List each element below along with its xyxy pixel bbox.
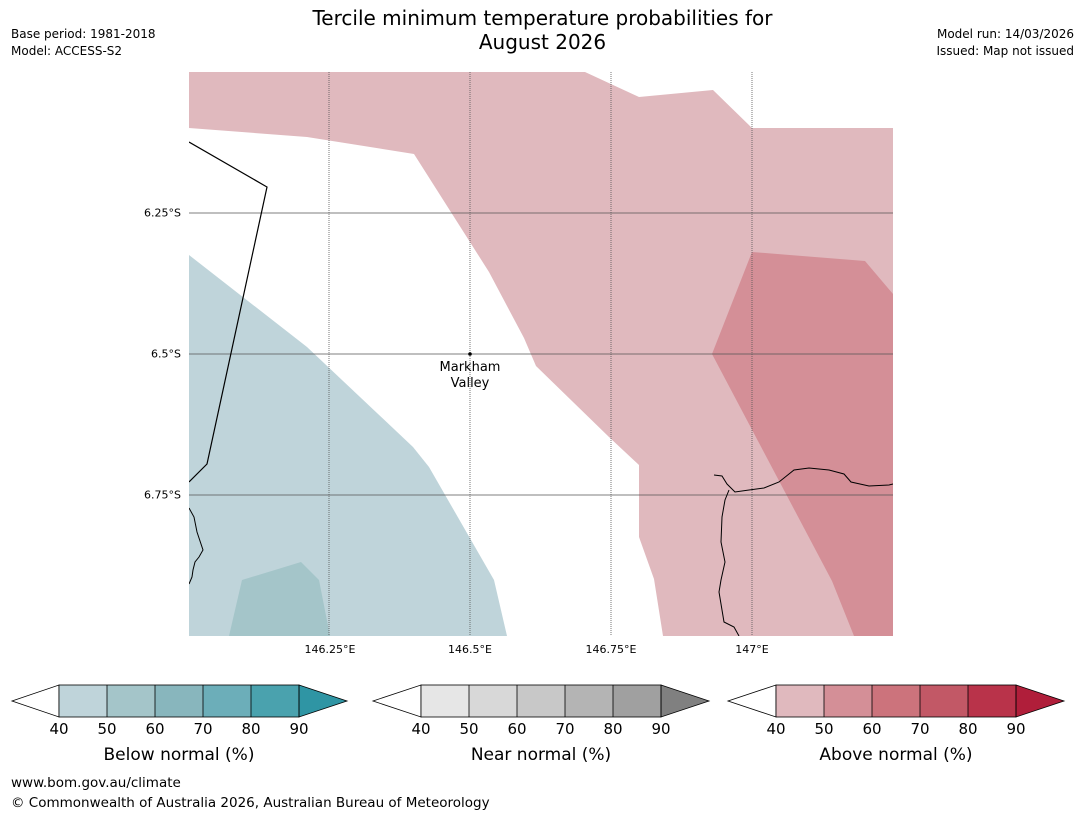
footer-url[interactable]: www.bom.gov.au/climate bbox=[11, 775, 181, 791]
model-run: Model run: 14/03/2026 bbox=[936, 27, 1074, 41]
lat-label-6-5: 6.5°S bbox=[151, 347, 181, 361]
place-label-line2: Valley bbox=[450, 376, 490, 391]
colorbar-near-max-arrow bbox=[660, 684, 711, 718]
lat-label-6-75: 6.75°S bbox=[144, 488, 181, 502]
below-normal-50-region bbox=[229, 562, 330, 636]
above-normal-50-region bbox=[712, 252, 893, 636]
colorbar-near-seg-80 bbox=[613, 685, 661, 717]
colorbar-below-outline bbox=[58, 684, 300, 718]
lon-label-146-75: 146.75°E bbox=[585, 643, 637, 656]
cb-above-title: Above normal (%) bbox=[819, 745, 973, 765]
cb-above-tick-50: 50 bbox=[814, 720, 834, 738]
cb-near-tick-90: 90 bbox=[651, 720, 671, 738]
colorbar-near-seg-40 bbox=[421, 685, 469, 717]
cb-near-tick-70: 70 bbox=[555, 720, 575, 738]
coastline-huon-gulf bbox=[713, 467, 893, 493]
colorbar-near-normal bbox=[371, 684, 711, 718]
cb-near-title: Near normal (%) bbox=[470, 745, 612, 765]
colorbar-near-outline bbox=[420, 684, 662, 718]
cb-below-tick-50: 50 bbox=[97, 720, 117, 738]
model-name: Model: ACCESS-S2 bbox=[11, 44, 123, 58]
footer-copyright: © Commonwealth of Australia 2026, Austra… bbox=[11, 795, 490, 811]
cb-below-title: Below normal (%) bbox=[103, 745, 255, 765]
colorbar-above-max-arrow bbox=[1015, 684, 1066, 718]
colorbar-dividers bbox=[106, 685, 969, 717]
cb-above-tick-80: 80 bbox=[958, 720, 978, 738]
colorbar-strip bbox=[10, 684, 1066, 718]
colorbar-above-outline bbox=[775, 684, 1017, 718]
colorbar-below-seg-70 bbox=[203, 685, 251, 717]
coastline-gulf-west bbox=[718, 489, 740, 636]
colorbar-below-seg-80 bbox=[251, 685, 299, 717]
cb-near-tick-60: 60 bbox=[507, 720, 527, 738]
cb-below-tick-80: 80 bbox=[241, 720, 261, 738]
cb-near-tick-80: 80 bbox=[603, 720, 623, 738]
base-period: Base period: 1981-2018 bbox=[11, 27, 156, 41]
colorbar-above-seg-80 bbox=[968, 685, 1016, 717]
map-title: Tercile minimum temperature probabilitie… bbox=[0, 6, 1085, 54]
colorbar-below-min-arrow bbox=[10, 684, 60, 718]
cb-above-tick-40: 40 bbox=[766, 720, 786, 738]
colorbar-below-seg-50 bbox=[107, 685, 155, 717]
colorbar-near-seg-60 bbox=[517, 685, 565, 717]
cb-below-tick-90: 90 bbox=[289, 720, 309, 738]
lat-label-6-25: 6.25°S bbox=[144, 206, 181, 220]
cb-near-tick-40: 40 bbox=[411, 720, 431, 738]
place-label-markham-valley: Markham Valley bbox=[440, 360, 501, 392]
coastline-west bbox=[189, 507, 204, 585]
map-title-line2: August 2026 bbox=[478, 30, 607, 54]
place-label-line1: Markham bbox=[439, 360, 501, 375]
cb-near-tick-50: 50 bbox=[459, 720, 479, 738]
colorbar-above-seg-40 bbox=[776, 685, 824, 717]
cb-above-tick-70: 70 bbox=[910, 720, 930, 738]
cb-below-tick-70: 70 bbox=[193, 720, 213, 738]
colorbar-above-seg-70 bbox=[920, 685, 968, 717]
colorbar-below-max-arrow bbox=[298, 684, 349, 718]
colorbar-below-normal bbox=[10, 684, 349, 718]
markham-valley-marker[interactable] bbox=[468, 352, 472, 356]
map-canvas bbox=[189, 72, 893, 636]
colorbar-above-min-arrow bbox=[726, 684, 777, 718]
lon-label-146-5: 146.5°E bbox=[448, 643, 492, 656]
colorbar-near-min-arrow bbox=[371, 684, 422, 718]
map-title-line1: Tercile minimum temperature probabilitie… bbox=[312, 6, 773, 30]
province-boundary bbox=[189, 141, 268, 483]
colorbar-near-seg-50 bbox=[469, 685, 517, 717]
cb-below-tick-60: 60 bbox=[145, 720, 165, 738]
meta-right: Model run: 14/03/2026 Issued: Map not is… bbox=[936, 26, 1074, 60]
lon-label-147: 147°E bbox=[735, 643, 769, 656]
issued-status: Issued: Map not issued bbox=[936, 44, 1074, 58]
colorbar-above-seg-60 bbox=[872, 685, 920, 717]
colorbar-below-seg-40 bbox=[59, 685, 107, 717]
cb-below-tick-40: 40 bbox=[49, 720, 69, 738]
cb-above-tick-90: 90 bbox=[1006, 720, 1026, 738]
lon-label-146-25: 146.25°E bbox=[304, 643, 356, 656]
map-panel[interactable] bbox=[189, 72, 893, 636]
meta-left: Base period: 1981-2018 Model: ACCESS-S2 bbox=[11, 26, 156, 60]
colorbar-below-seg-60 bbox=[155, 685, 203, 717]
cb-above-tick-60: 60 bbox=[862, 720, 882, 738]
colorbar-near-seg-70 bbox=[565, 685, 613, 717]
colorbar-above-normal bbox=[726, 684, 1066, 718]
colorbar-above-seg-50 bbox=[824, 685, 872, 717]
below-normal-40-region bbox=[189, 255, 507, 636]
